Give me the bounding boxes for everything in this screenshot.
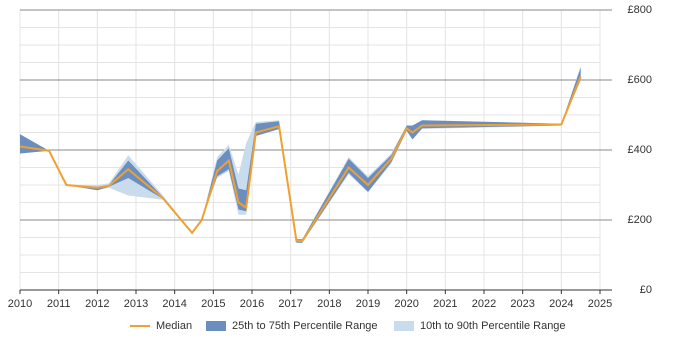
x-tick-label: 2016 [240, 298, 264, 310]
x-tick-label: 2019 [356, 298, 380, 310]
x-tick-label: 2011 [47, 298, 71, 310]
legend-swatch [206, 321, 226, 331]
y-tick-label: £800 [628, 4, 652, 16]
legend-label: 25th to 75th Percentile Range [232, 320, 378, 332]
median-line [19, 76, 582, 242]
legend-swatch [394, 321, 414, 331]
x-tick-label: 2023 [510, 298, 534, 310]
y-tick-label: £0 [640, 284, 652, 296]
percentile-band [20, 67, 581, 243]
x-tick-label: 2025 [588, 298, 612, 310]
x-tick-label: 2022 [472, 298, 496, 310]
x-tick-label: 2010 [8, 298, 32, 310]
x-tick-label: 2012 [85, 298, 109, 310]
x-tick-label: 2024 [549, 298, 573, 310]
legend-label: 10th to 90th Percentile Range [420, 320, 566, 332]
x-tick-label: 2013 [124, 298, 148, 310]
x-tick-label: 2015 [201, 298, 225, 310]
percentile-band [20, 66, 581, 243]
y-tick-label: £400 [628, 144, 652, 156]
x-tick-label: 2021 [433, 298, 457, 310]
x-tick-label: 2014 [162, 298, 186, 310]
legend-label: Median [156, 320, 192, 332]
x-tick-label: 2018 [317, 298, 341, 310]
y-tick-label: £200 [628, 214, 652, 226]
y-tick-label: £600 [628, 74, 652, 86]
x-tick-label: 2017 [278, 298, 302, 310]
x-tick-label: 2020 [394, 298, 418, 310]
